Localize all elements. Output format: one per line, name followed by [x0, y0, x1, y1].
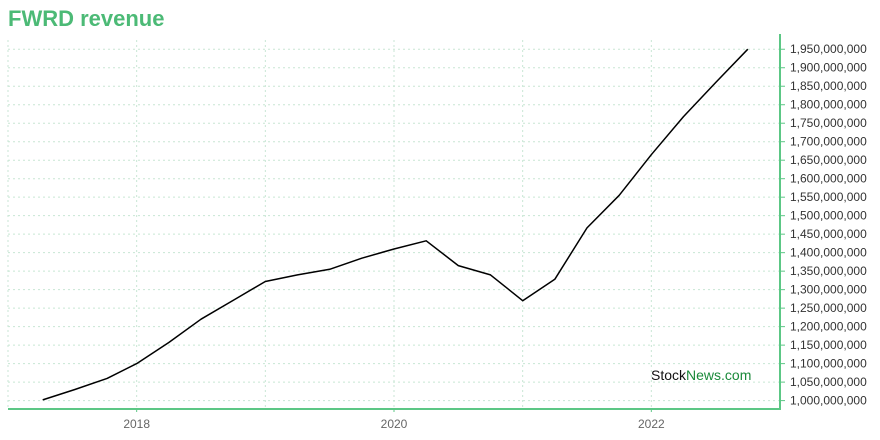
x-axis-tick-labels: 2018 2020 2022 — [123, 417, 665, 431]
y-tick-label: 1,500,000,000 — [790, 209, 867, 223]
y-tick-label: 1,000,000,000 — [790, 394, 867, 408]
y-tick-label: 1,600,000,000 — [790, 172, 867, 186]
y-tick-label: 1,750,000,000 — [790, 116, 867, 130]
y-tick-label: 1,850,000,000 — [790, 79, 867, 93]
y-tick-label: 1,200,000,000 — [790, 320, 867, 334]
y-tick-label: 1,800,000,000 — [790, 98, 867, 112]
series-group — [42, 48, 749, 401]
y-tick-label: 1,900,000,000 — [790, 61, 867, 75]
watermark-stock: Stock — [651, 367, 687, 383]
y-tick-label: 1,250,000,000 — [790, 301, 867, 315]
y-tick-label: 1,700,000,000 — [790, 135, 867, 149]
y-tick-label: 1,400,000,000 — [790, 246, 867, 260]
y-tick-label: 1,100,000,000 — [790, 357, 867, 371]
x-tick-label: 2022 — [638, 417, 665, 431]
watermark-com: .com — [721, 367, 751, 383]
watermark: StockNews.com — [651, 367, 751, 383]
y-tick-label: 1,300,000,000 — [790, 283, 867, 297]
y-tick-label: 1,950,000,000 — [790, 42, 867, 56]
grid-lines — [7, 40, 781, 408]
y-tick-label: 1,550,000,000 — [790, 190, 867, 204]
series-line — [42, 48, 749, 401]
chart-title: FWRD revenue — [8, 6, 165, 31]
y-tick-label: 1,050,000,000 — [790, 375, 867, 389]
y-tick-label: 1,150,000,000 — [790, 338, 867, 352]
x-tick-label: 2020 — [381, 417, 408, 431]
y-tick-label: 1,650,000,000 — [790, 153, 867, 167]
x-tick-label: 2018 — [123, 417, 150, 431]
y-tick-label: 1,450,000,000 — [790, 227, 867, 241]
watermark-news: News — [686, 367, 721, 383]
y-axis-tick-labels: 1,000,000,000 1,050,000,000 1,100,000,000 1… — [790, 42, 867, 407]
y-tick-label: 1,350,000,000 — [790, 264, 867, 278]
axes — [8, 34, 785, 412]
